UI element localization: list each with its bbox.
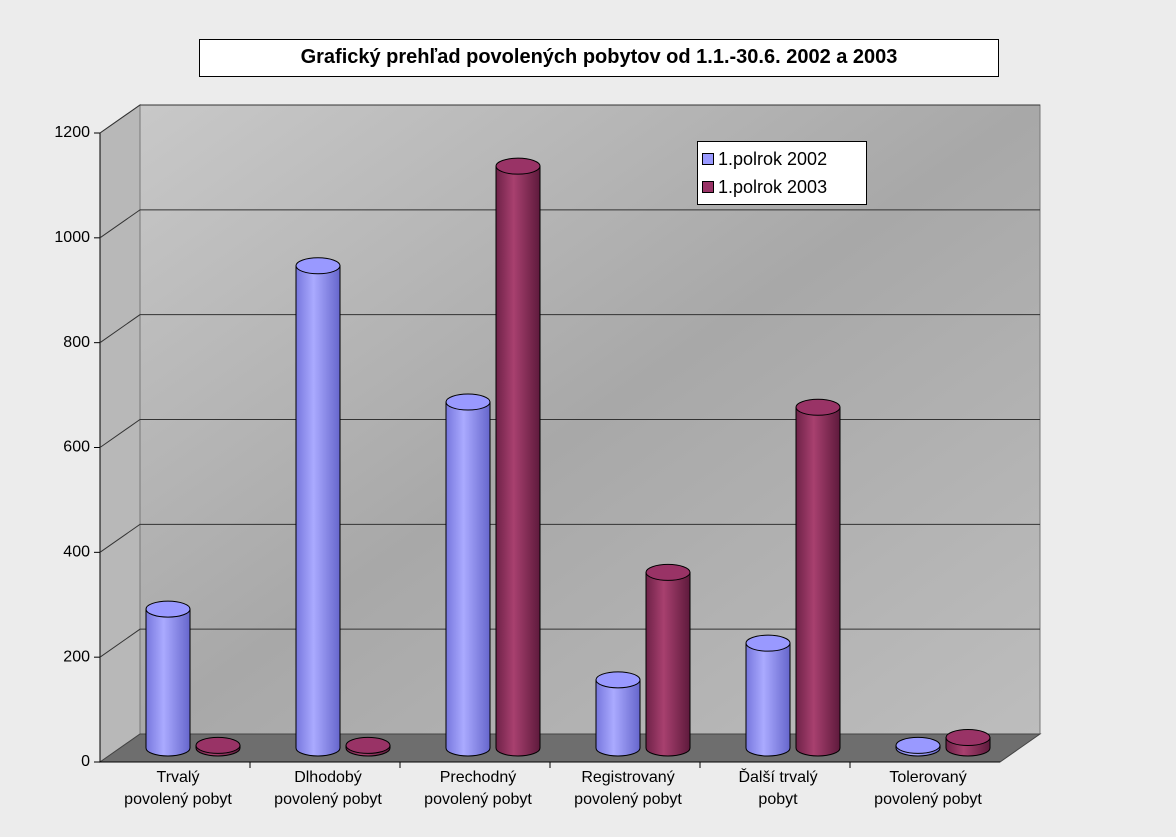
x-tick-label: Ďalší trvalý pobyt [703, 767, 853, 811]
legend-item: 1.polrok 2002 [702, 145, 862, 173]
x-tick-label: Trvalý povolený pobyt [103, 767, 253, 811]
cylinder-top [796, 399, 840, 415]
legend-label: 1.polrok 2002 [718, 149, 827, 170]
cylinder [596, 680, 640, 756]
y-tick-label: 200 [63, 648, 90, 665]
cylinder [646, 572, 690, 756]
chart: 0 200 400 600 800 1000 1200 Grafický prehľad p… [0, 0, 1176, 837]
cylinder-top [446, 394, 490, 410]
cylinder [746, 643, 790, 756]
cylinder-top [346, 737, 390, 753]
plot: 0 200 400 600 800 1000 1200 [0, 0, 1176, 837]
legend-item: 1.polrok 2003 [702, 173, 862, 201]
chart-title: Grafický prehľad povolených pobytov od 1… [199, 39, 999, 77]
x-tick-label: Prechodný povolený pobyt [403, 767, 553, 811]
legend-label: 1.polrok 2003 [718, 177, 827, 198]
legend-swatch [702, 153, 714, 165]
cylinder [496, 166, 540, 756]
y-tick-label: 0 [81, 753, 90, 770]
x-tick-label: Registrovaný povolený pobyt [553, 767, 703, 811]
y-tick-label: 1000 [54, 229, 90, 246]
cylinder-top [896, 737, 940, 753]
cylinder-top [196, 737, 240, 753]
cylinder-top [596, 672, 640, 688]
cylinder [796, 407, 840, 756]
y-tick-label: 800 [63, 334, 90, 351]
x-tick-label: Dlhodobý povolený pobyt [253, 767, 403, 811]
cylinder-top [146, 601, 190, 617]
cylinder-top [646, 564, 690, 580]
cylinder [446, 402, 490, 756]
cylinder-top [296, 258, 340, 274]
legend: 1.polrok 2002 1.polrok 2003 [697, 141, 867, 205]
y-tick-label: 600 [63, 439, 90, 456]
x-tick-label: Tolerovaný povolený pobyt [853, 767, 1003, 811]
y-tick-label: 400 [63, 544, 90, 561]
cylinder-top [746, 635, 790, 651]
legend-swatch [702, 181, 714, 193]
cylinder [146, 609, 190, 756]
cylinder-top [946, 730, 990, 746]
cylinder [296, 266, 340, 756]
y-tick-label: 1200 [54, 124, 90, 141]
cylinder-top [496, 158, 540, 174]
